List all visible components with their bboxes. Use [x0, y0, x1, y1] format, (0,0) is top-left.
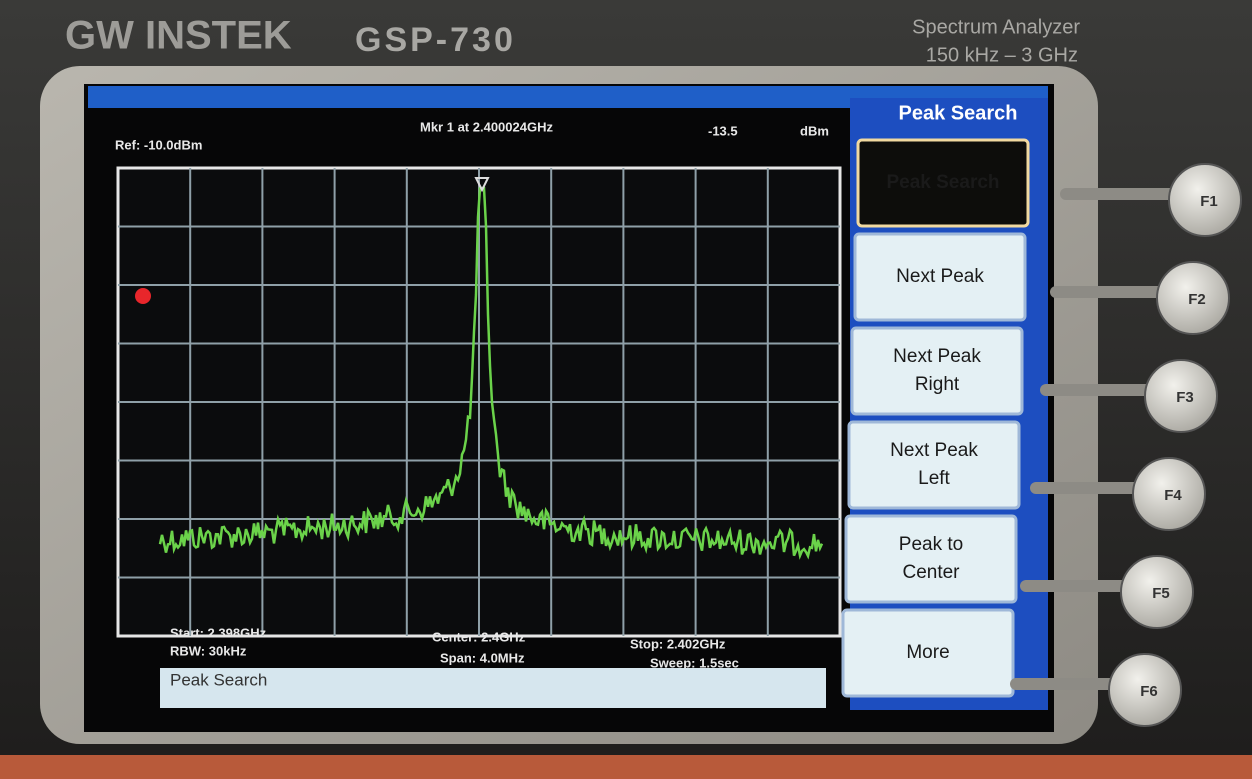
softkey[interactable] — [852, 328, 1022, 414]
softkey-label: Next Peak — [890, 440, 978, 461]
model-name: GSP-730 — [355, 21, 516, 59]
stop-freq: Stop: 2.402GHz — [630, 636, 726, 651]
softkey-label: Next Peak — [896, 266, 984, 287]
marker-level: -13.5 — [708, 123, 738, 138]
softkey[interactable] — [846, 516, 1016, 602]
frequency-range: 150 kHz – 3 GHz — [926, 44, 1078, 66]
softkey-label: Next Peak — [893, 346, 981, 367]
span: Span: 4.0MHz — [440, 650, 525, 665]
function-key-label: F5 — [1152, 585, 1170, 602]
status-text: Peak Search — [170, 670, 267, 689]
softkey-label: Peak to — [899, 534, 963, 555]
marker-readout: Mkr 1 at 2.400024GHz — [420, 119, 553, 134]
ref-level: Ref: -10.0dBm — [115, 137, 202, 152]
softkey-label: Center — [902, 562, 960, 583]
menu-title: Peak Search — [899, 102, 1018, 124]
instrument-photo: GW INSTEK GSP-730 Spectrum Analyzer 150 … — [0, 0, 1252, 779]
device-edge — [0, 755, 1252, 779]
softkey-label: Left — [918, 468, 950, 489]
softkey-label: More — [906, 642, 949, 663]
function-key-label: F3 — [1176, 389, 1194, 406]
rbw: RBW: 30kHz — [170, 643, 247, 658]
function-key-label: F4 — [1164, 487, 1182, 504]
center-freq: Center: 2.4GHz — [432, 629, 526, 644]
softkey[interactable] — [849, 422, 1019, 508]
product-name: Spectrum Analyzer — [912, 16, 1080, 38]
indicator-dot — [135, 288, 151, 304]
level-unit: dBm — [800, 123, 829, 138]
softkey-label: Peak Search — [886, 172, 999, 193]
graticule — [118, 168, 840, 636]
function-key-label: F2 — [1188, 291, 1206, 308]
brand-logo: GW INSTEK — [65, 14, 292, 58]
function-key-label: F6 — [1140, 683, 1158, 700]
function-key-label: F1 — [1200, 193, 1218, 210]
softkey-label: Right — [915, 374, 960, 395]
start-freq: Start: 2.398GHz — [170, 625, 267, 640]
